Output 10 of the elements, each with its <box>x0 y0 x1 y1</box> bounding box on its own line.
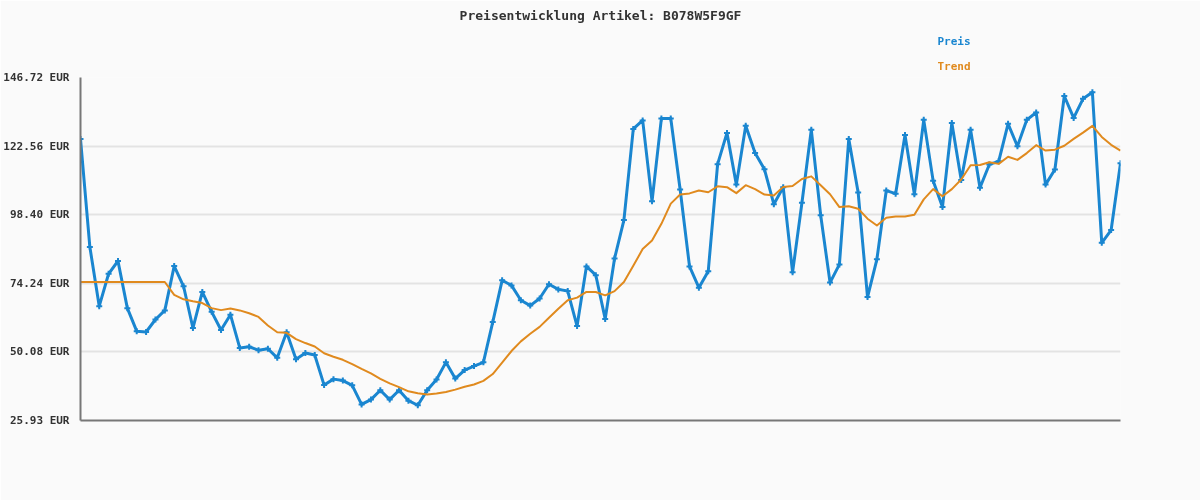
text: Trend <box>937 59 971 73</box>
y-tick-label: 146.72 EUR <box>3 71 70 84</box>
y-tick-label: 98.40 EUR <box>9 208 70 222</box>
text: Preis <box>937 34 971 48</box>
line-series <box>80 124 1121 396</box>
y-tick-label: 50.08 EUR <box>9 345 70 359</box>
y-tick-label: 25.93 EUR <box>9 414 70 427</box>
y-tick-label: 74.24 EUR <box>9 276 70 290</box>
y-tick-label: 122.56 EUR <box>3 139 70 153</box>
chart-title: Preisentwicklung Artikel: B078W5F9GF <box>459 7 742 23</box>
